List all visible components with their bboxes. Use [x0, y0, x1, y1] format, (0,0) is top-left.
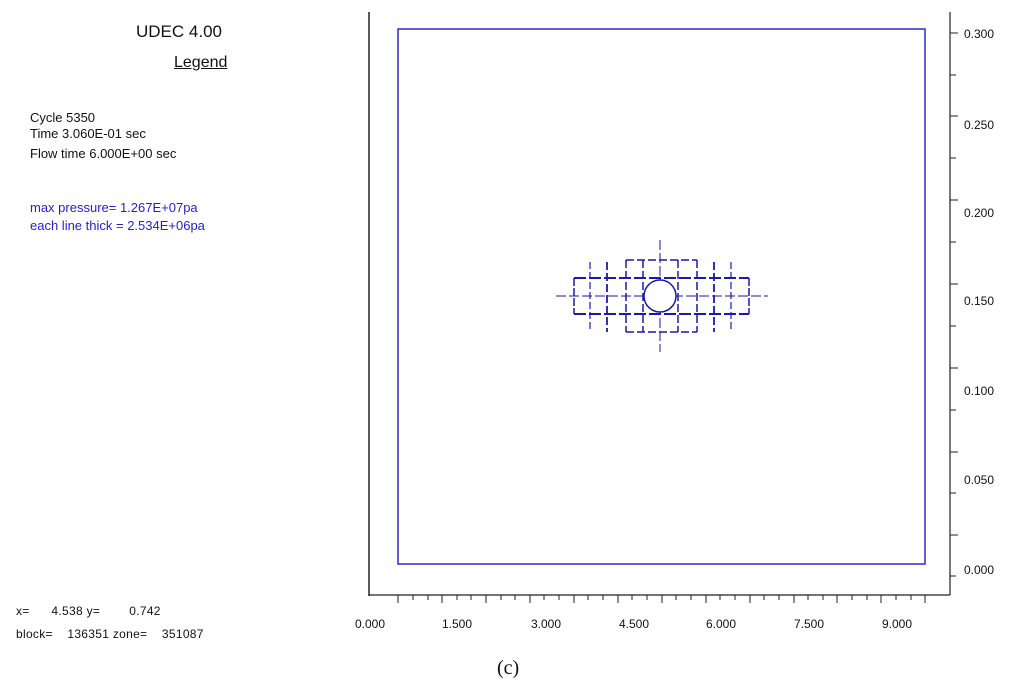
app-title: UDEC 4.00: [136, 22, 222, 41]
x-tick-label: 9.000: [882, 617, 912, 631]
line-thick-text: each line thick = 2.534E+06pa: [30, 218, 205, 233]
y-tick-label: 0.300: [964, 27, 994, 41]
x-tick-label: 0.000: [355, 617, 385, 631]
x-axis: 0.000 1.500 3.000 4.500 6.000 7.500 9.00…: [355, 594, 950, 631]
x-tick-label: 7.500: [794, 617, 824, 631]
model-boundary: [397, 28, 926, 565]
x-tick-label: 4.500: [619, 617, 649, 631]
y-tick-label: 0.150: [964, 294, 994, 308]
block-zone-readout: block= 136351 zone= 351087: [16, 627, 204, 641]
max-pressure-text: max pressure= 1.267E+07pa: [30, 200, 198, 215]
x-tick-label: 3.000: [531, 617, 561, 631]
y-tick-label: 0.050: [964, 473, 994, 487]
legend-heading: Legend: [174, 54, 228, 71]
time-text: Time 3.060E-01 sec: [30, 126, 146, 141]
y-axis: 0.300 0.250 0.200 0.150 0.100 0.050 0.00…: [949, 12, 994, 595]
y-tick-label: 0.250: [964, 118, 994, 132]
x-tick-label: 6.000: [706, 617, 736, 631]
coordinate-readout: x= 4.538 y= 0.742: [16, 604, 161, 618]
y-tick-label: 0.000: [964, 563, 994, 577]
pressure-network: [556, 240, 768, 352]
y-tick-label: 0.200: [964, 206, 994, 220]
flow-time-text: Flow time 6.000E+00 sec: [30, 146, 177, 161]
borehole: [643, 279, 677, 313]
figure-caption: (c): [497, 657, 520, 679]
cycle-text: Cycle 5350: [30, 110, 96, 125]
x-tick-label: 1.500: [442, 617, 472, 631]
y-tick-label: 0.100: [964, 384, 994, 398]
